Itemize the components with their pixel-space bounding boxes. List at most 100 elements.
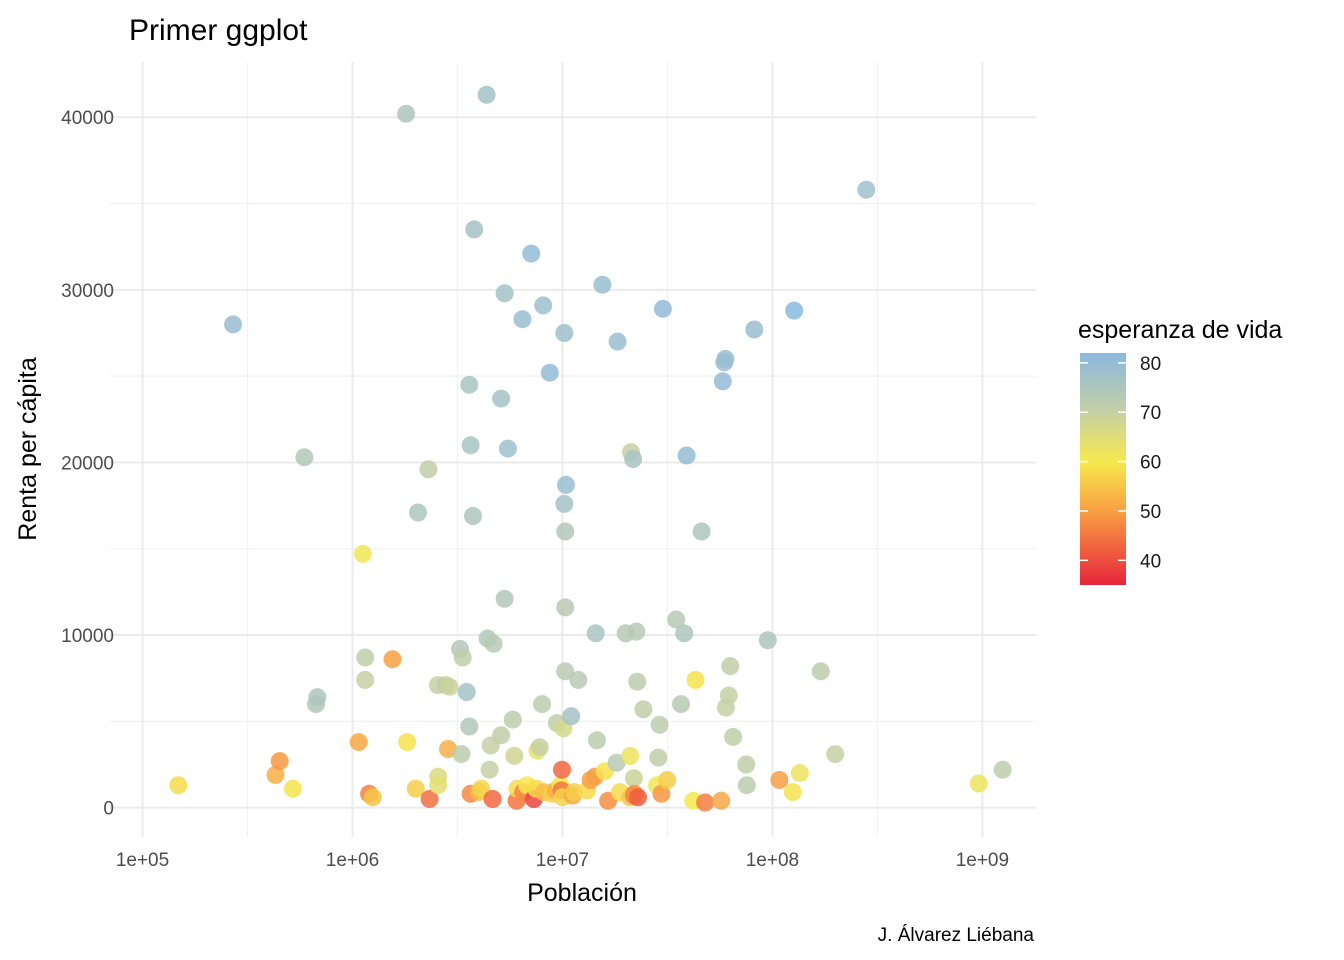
x-axis-title: Población [527,879,637,907]
y-tick-label: 20000 [61,453,114,474]
data-point [969,774,988,793]
legend-ticks: 40 50 60 70 80 [1080,354,1161,572]
y-tick-label: 0 [103,799,114,820]
data-point [556,522,575,541]
data-point [513,310,532,329]
data-point [308,688,327,707]
data-point [677,446,696,465]
data-point [495,589,514,608]
x-tick-label: 1e+06 [326,850,379,871]
x-tick-label: 1e+09 [956,850,1009,871]
y-axis-title: Renta per cápita [14,357,42,541]
y-tick-label: 10000 [61,626,114,647]
legend-tick-label: 70 [1140,403,1161,424]
data-point [270,752,289,771]
data-point [169,776,188,795]
data-point [785,301,804,320]
y-tick-label: 30000 [61,281,114,302]
data-point [649,748,668,767]
data-point [586,624,605,643]
data-point [713,372,732,391]
data-point [658,771,677,789]
x-tick-label: 1e+07 [536,850,589,871]
data-point [460,717,479,736]
data-point [857,180,876,199]
x-tick-label: 1e+08 [746,850,799,871]
data-point [790,764,809,783]
data-point [356,648,375,667]
axis-ticks: 1e+05 1e+06 1e+07 1e+08 1e+09 0 10000 20000 3000… [61,108,1009,871]
y-tick-label: 40000 [61,108,114,129]
data-point [553,760,571,779]
legend-tick-label: 80 [1140,354,1161,375]
x-tick-label: 1e+05 [116,850,169,871]
data-point [484,634,503,653]
data-point [492,726,511,745]
data-point [696,793,715,812]
data-point [492,389,511,408]
data-point [588,731,606,750]
legend-title: esperanza de vida [1078,316,1282,344]
data-point [406,779,425,798]
data-point [420,790,439,808]
data-point [480,760,499,779]
data-point [224,315,243,334]
data-point [460,375,479,394]
data-point [477,85,496,104]
data-point [634,700,653,719]
data-point [758,631,777,650]
chart-caption: J. Álvarez Liébana [878,925,1035,946]
legend-tick-label: 60 [1140,453,1161,474]
data-point [383,650,402,669]
data-point [783,783,802,802]
data-point [295,448,314,467]
data-point [464,507,482,525]
data-point [562,707,581,726]
data-point [498,439,517,458]
data-point [452,745,471,764]
data-point [993,760,1012,779]
data-point [398,733,417,752]
data-point [461,436,480,455]
data-point [534,296,553,315]
data-point [624,450,643,468]
data-point [457,683,476,701]
data-point [397,104,416,123]
data-point [419,460,438,479]
data-points [169,85,1012,812]
grid [110,62,1036,837]
data-point [505,746,524,765]
data-point [533,695,552,714]
data-point [737,755,756,774]
data-point [522,244,541,263]
data-point [686,670,705,689]
data-point [653,299,672,318]
data-point [724,727,743,746]
chart-title: Primer ggplot [129,14,308,47]
data-point [540,363,559,382]
data-point [745,320,764,339]
data-point [621,746,640,765]
data-point [721,657,740,676]
data-point [650,715,669,734]
data-point [608,332,627,351]
data-point [629,788,647,807]
data-point [556,598,575,617]
legend-colorbar [1080,353,1126,585]
data-point [349,733,368,752]
data-point [363,788,382,807]
data-point [624,769,643,788]
data-point [826,745,845,764]
data-point [672,695,690,714]
data-point [465,220,484,239]
data-point [719,686,738,705]
data-point [770,771,789,789]
data-point [409,503,427,522]
data-point [453,648,472,667]
data-point [555,324,574,342]
data-point [593,275,612,294]
data-point [716,349,735,368]
legend-tick-label: 50 [1140,502,1161,523]
data-point [712,791,731,810]
